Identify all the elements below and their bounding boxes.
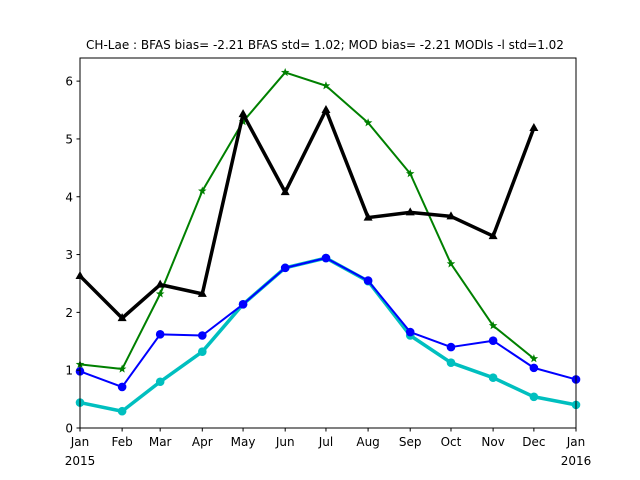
series-3-point-4 [198, 331, 207, 340]
series-1-point-11 [488, 321, 498, 330]
x-tick-label-10: Oct [441, 435, 462, 449]
series-1-point-7 [321, 81, 331, 90]
series-1-point-6 [280, 67, 290, 77]
y-tick-label-6: 5 [65, 132, 73, 146]
series-3-point-10 [446, 342, 456, 352]
x-tick-label-2: Feb [112, 435, 133, 449]
series-4-point-3 [155, 279, 165, 288]
plot-frame [79, 57, 577, 429]
y-tick-label-3: 2 [65, 306, 73, 320]
series-4-point-9 [405, 207, 415, 216]
series-2-point-11 [488, 373, 498, 383]
series-2-point-4 [198, 347, 207, 356]
x-tick-label-5: May [231, 435, 256, 449]
series-2-point-10 [446, 358, 456, 367]
series-2-line [79, 256, 577, 413]
y-tick-label-2: 1 [65, 364, 73, 378]
x-tick-label-3: Mar [149, 435, 172, 449]
series-2-point-12 [529, 392, 539, 402]
series-3-point-11 [488, 336, 498, 346]
series-1-point-2 [117, 364, 127, 373]
x-tick-label-11: Nov [481, 435, 504, 449]
series-4-line [78, 108, 536, 320]
series-4-point-10 [446, 211, 456, 220]
series-3-point-12 [529, 363, 539, 373]
series-3-point-8 [363, 276, 373, 285]
series-3 [75, 253, 581, 392]
x-tick-label-9: Sep [399, 435, 422, 449]
y-tick-label-1: 0 [65, 422, 73, 436]
series-4-point-12 [529, 122, 539, 131]
series-1-line [79, 71, 535, 371]
series-4-point-7 [321, 105, 331, 114]
y-tick-label-5: 4 [65, 190, 73, 204]
y-tick-label-4: 3 [65, 248, 73, 262]
x-tick-label-4: Apr [192, 435, 213, 449]
x-tick-label-1: Jan [70, 435, 90, 449]
x-tick-label-7: Jul [318, 435, 333, 449]
series-2-point-3 [155, 377, 165, 387]
x-tick-year-1: 2015 [65, 454, 96, 468]
series-4-point-5 [238, 109, 248, 118]
x-tick-label-6: Jun [275, 435, 295, 449]
series-3-point-2 [117, 382, 127, 392]
series-1-point-9 [405, 169, 415, 178]
series-4-point-2 [117, 313, 127, 322]
series-1-point-4 [198, 186, 207, 195]
series-4-point-8 [363, 212, 373, 221]
y-tick-label-7: 6 [65, 75, 73, 89]
series-3-point-3 [155, 330, 165, 339]
series-2-point-2 [117, 406, 127, 416]
series-3-point-6 [280, 263, 290, 273]
x-tick-label-12: Dec [522, 435, 545, 449]
series-4-point-11 [488, 231, 498, 240]
series-1-point-10 [446, 259, 456, 268]
series-4-point-6 [280, 187, 290, 196]
series-3-point-7 [321, 253, 331, 263]
series-1-point-3 [155, 289, 165, 298]
series-layer [75, 67, 581, 416]
series-3-point-9 [405, 327, 415, 337]
series-3-point-5 [238, 299, 248, 309]
x-tick-label-13: Jan [566, 435, 586, 449]
series-1 [75, 67, 539, 373]
series-1-point-8 [363, 118, 373, 127]
series-1-point-12 [529, 354, 539, 363]
x-tick-label-8: Aug [356, 435, 379, 449]
series-3-line [79, 257, 577, 388]
chart-title: CH-Lae : BFAS bias= -2.21 BFAS std= 1.02… [86, 38, 564, 52]
x-tick-year-13: 2016 [561, 454, 592, 468]
series-4-point-4 [197, 288, 207, 297]
